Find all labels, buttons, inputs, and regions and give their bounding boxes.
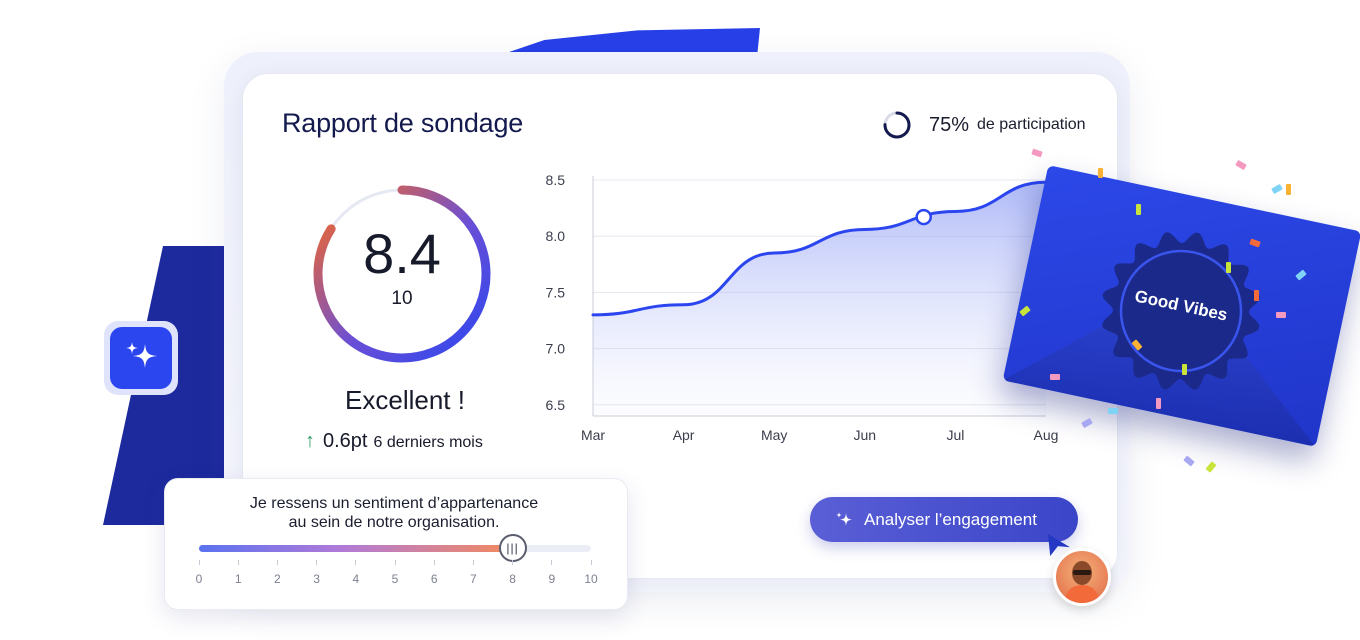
confetti <box>1136 204 1141 215</box>
slider-tick <box>590 560 592 565</box>
highlight-point <box>915 208 932 226</box>
slider-tick <box>472 560 474 565</box>
x-tick-label: May <box>761 427 787 443</box>
slider-tick-label: 8 <box>509 572 516 586</box>
sparkle-icon <box>126 342 157 368</box>
slider-tick-label: 7 <box>470 572 477 586</box>
confetti <box>1108 408 1118 414</box>
slider-tick-label: 9 <box>548 572 556 586</box>
analyse-engagement-label: Analyser l’engagement <box>864 509 1037 529</box>
confetti <box>1235 159 1247 171</box>
sparkle-icon <box>834 510 854 530</box>
slider-tick-label: 1 <box>234 572 242 586</box>
confetti <box>1286 184 1291 195</box>
y-tick-label: 7.0 <box>546 341 566 357</box>
x-tick-label: Aug <box>1034 427 1059 443</box>
engagement-chart: 8.5 8.0 7.5 7.0 6.5 Mar Apr May Jun Jul Aug <box>546 172 1059 443</box>
slider-fill <box>199 545 513 552</box>
series-line <box>591 180 1048 317</box>
good-vibes-seal <box>1102 232 1260 390</box>
participation-label: de participation <box>977 116 1086 133</box>
confetti <box>1182 364 1187 375</box>
slider-tick <box>355 560 357 565</box>
page-title: Rapport de sondage <box>282 108 524 138</box>
slider-tick <box>394 560 396 565</box>
score-trend: ↑ 0.6pt 6 derniers mois <box>305 430 483 453</box>
confetti <box>1276 312 1286 318</box>
question-line: au sein de notre organisation. <box>288 514 500 531</box>
score-max: 10 <box>391 288 413 309</box>
arrow-up-icon: ↑ <box>305 430 315 452</box>
slider-tick <box>198 560 200 565</box>
slider-tick-label: 3 <box>313 572 320 586</box>
slider-tick-label: 5 <box>391 572 399 586</box>
y-tick-label: 8.5 <box>546 172 566 188</box>
confetti <box>1254 290 1259 301</box>
participation-value: 75% <box>929 113 970 136</box>
y-tick-label: 6.5 <box>546 397 566 413</box>
slider-tick <box>237 560 239 565</box>
survey-question: Je ressens un sentiment d’appartenance a… <box>176 494 612 532</box>
slider-tick-label: 4 <box>352 572 360 586</box>
score-gauge <box>313 185 491 363</box>
question-line: Je ressens un sentiment d’appartenance <box>249 495 539 512</box>
confetti <box>1156 398 1161 409</box>
slider-tick <box>316 560 318 565</box>
slider-tick <box>551 560 553 565</box>
slider-tick <box>276 560 278 565</box>
person-icon <box>1064 561 1100 603</box>
slider-tick <box>433 560 435 565</box>
confetti <box>1271 183 1283 195</box>
survey-question-card <box>164 478 628 610</box>
participation-ring-icon <box>883 111 911 139</box>
confetti <box>1205 461 1217 473</box>
participation-indicator: 75% de participation <box>882 110 1086 140</box>
slider-handle[interactable]: ||| <box>498 534 527 562</box>
trend-period: 6 derniers mois <box>373 434 483 451</box>
analyse-engagement-button[interactable]: Analyser l’engagement <box>810 497 1078 542</box>
confetti <box>1226 262 1231 273</box>
trend-value: 0.6pt <box>323 430 368 452</box>
score-verdict: Excellent ! <box>345 385 465 415</box>
score-value: 8.4 <box>363 222 441 285</box>
x-tick-label: Apr <box>673 427 695 443</box>
slider-tick-label: 2 <box>274 572 281 586</box>
x-tick-label: Jun <box>854 427 877 443</box>
x-tick-label: Mar <box>581 427 605 443</box>
confetti <box>1098 168 1103 178</box>
sparkle-button[interactable] <box>110 327 172 389</box>
avatar <box>1053 548 1111 606</box>
slider-tick <box>512 560 514 565</box>
confetti <box>1183 455 1195 467</box>
y-tick-label: 8.0 <box>546 228 566 244</box>
y-tick-label: 7.5 <box>546 284 566 300</box>
confetti <box>1050 374 1060 380</box>
slider-tick-label: 6 <box>430 572 438 586</box>
area-fill <box>593 182 1046 416</box>
x-tick-label: Jul <box>946 427 964 443</box>
slider-tick-label: 0 <box>195 572 203 586</box>
slider-tick-label: 10 <box>584 572 598 586</box>
